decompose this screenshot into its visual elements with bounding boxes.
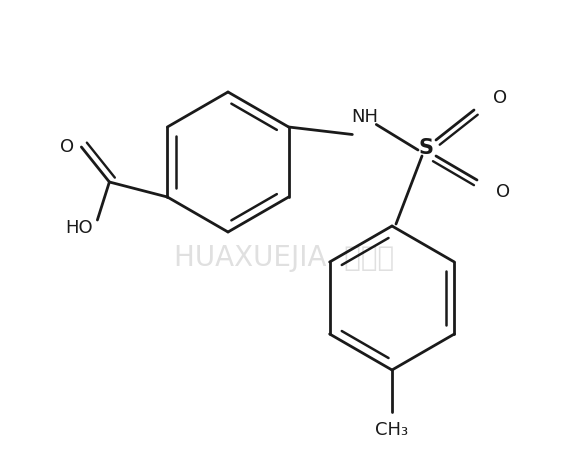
Text: HUAXUEJIA  化学加: HUAXUEJIA 化学加 — [174, 244, 394, 272]
Text: NH: NH — [351, 109, 378, 127]
Text: CH₃: CH₃ — [375, 421, 408, 439]
Text: S: S — [419, 138, 433, 158]
Text: O: O — [493, 89, 507, 107]
Text: O: O — [496, 183, 510, 201]
Text: HO: HO — [65, 219, 93, 237]
Text: O: O — [60, 138, 74, 156]
